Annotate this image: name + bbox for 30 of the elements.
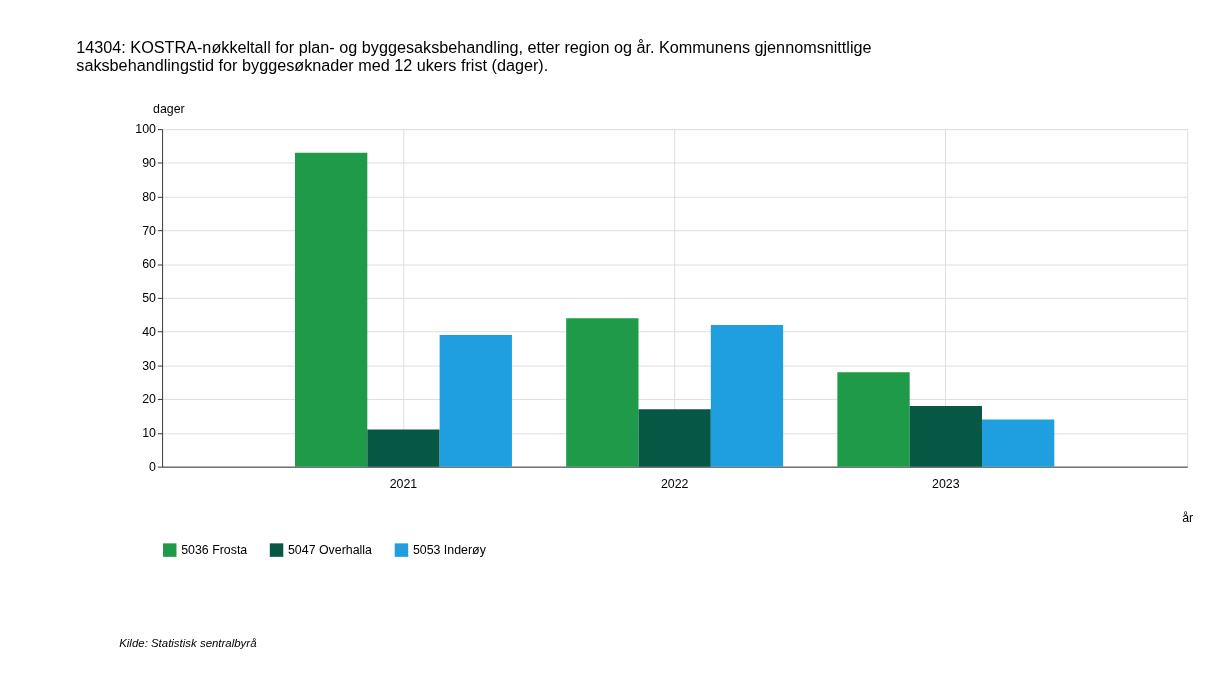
bar [566, 318, 639, 467]
y-tick-label: 80 [142, 189, 157, 204]
legend-label: 5047 Overhalla [287, 542, 373, 557]
y-tick-label: 60 [142, 257, 157, 272]
x-axis-title: år [1182, 511, 1194, 526]
y-tick-label: 40 [142, 324, 157, 339]
bar [367, 429, 440, 467]
y-tick-label: 90 [142, 156, 157, 171]
y-tick-label: 0 [149, 459, 157, 474]
legend-label: 5036 Frosta [181, 542, 248, 557]
bar [837, 372, 910, 467]
y-axis-title: dager [153, 102, 185, 117]
bar [638, 409, 711, 467]
x-tick-label: 2022 [660, 477, 689, 492]
y-tick-label: 20 [142, 392, 157, 407]
legend-label: 5053 Inderøy [412, 542, 487, 557]
text: Kilde: Statistisk sentralbyrå [119, 636, 257, 649]
y-tick-label: 70 [142, 223, 157, 238]
x-tick-label: 2023 [932, 477, 960, 492]
y-tick-label: 50 [142, 291, 157, 306]
bar [439, 335, 512, 467]
bar [294, 152, 368, 467]
y-tick-label: 30 [142, 358, 157, 373]
bar [710, 324, 784, 467]
bar [909, 405, 983, 467]
chart-title: 14304: KOSTRA-nøkkeltall for plan- og byggesaksbehandling, etter region og år. Kommunens gjennomsnittlige saksbehandlingstid for byggesøknader med 12 ukers frist (dager). [76, 37, 872, 74]
y-tick-label: 100 [135, 122, 157, 137]
y-tick-label: 10 [142, 426, 157, 441]
x-tick-label: 2021 [389, 477, 418, 492]
bar [982, 419, 1055, 467]
